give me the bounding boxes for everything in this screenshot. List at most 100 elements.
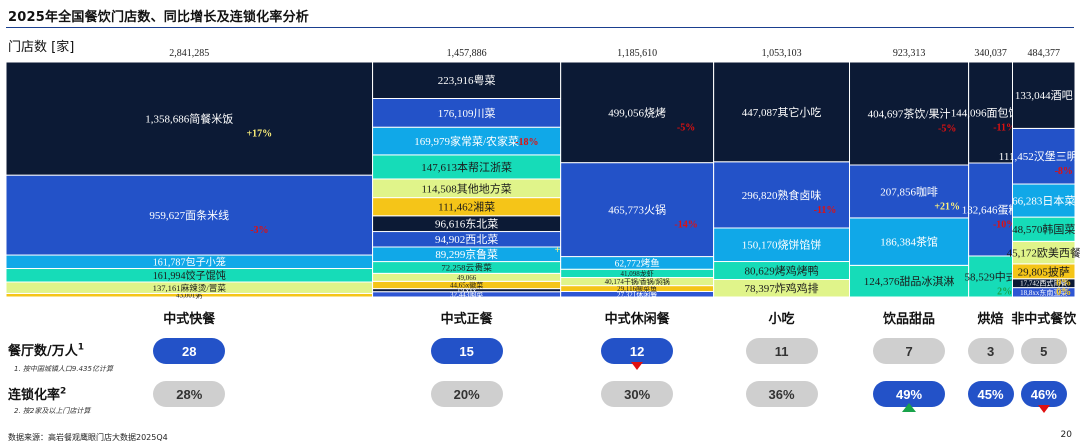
chart-segment xyxy=(560,162,715,258)
segment-label: 48,570韩国菜 xyxy=(1012,222,1075,236)
segment-label: 223,916粤菜 xyxy=(438,73,496,87)
segment-label: 78,397炸鸡鸡排 xyxy=(744,281,818,295)
segment-label: 296,820熟食卤味 xyxy=(742,188,822,202)
segment-label: 45,172欧美西餐 xyxy=(1007,246,1080,260)
density-row-label: 餐厅数/万人1 xyxy=(8,342,85,359)
chain-row-label: 连锁化率2 xyxy=(8,386,67,403)
growth-label: 0% xyxy=(1056,278,1071,289)
category-name: 中式正餐 xyxy=(440,312,493,327)
chart-segment xyxy=(713,227,851,263)
growth-label: -11% xyxy=(993,122,1016,133)
chart-segment xyxy=(713,161,851,229)
segment-label: 17,742西式简餐 xyxy=(1020,279,1067,288)
segment-label: 169,979家常菜/农家菜 xyxy=(414,134,519,148)
decrease-arrow-icon xyxy=(1037,405,1050,413)
segment-label: 44,65x徽菜 xyxy=(450,280,483,289)
segment-label: 161,994饺子馄饨 xyxy=(153,269,226,282)
segment-label: 29,805披萨 xyxy=(1018,264,1070,278)
segment-label: 96,616东北菜 xyxy=(435,218,498,231)
chart-segment xyxy=(1012,183,1076,218)
segment-label: 465,773火锅 xyxy=(608,204,666,217)
segment-label: 133,044酒吧 xyxy=(1015,89,1073,102)
chart-segment xyxy=(372,61,562,99)
growth-label: -3% xyxy=(250,225,268,236)
segment-label: 111,462湘菜 xyxy=(438,200,495,214)
segment-label: 72,258云贵菜 xyxy=(441,262,492,273)
marimekko-chart: 2,841,285 43,001粥137,161麻辣烫/冒菜161,994饺子馄饨… xyxy=(5,48,1080,300)
segment-label: 132,646蛋糕 xyxy=(962,202,1020,216)
column-total-label: 1,457,886 xyxy=(447,48,487,59)
metric-pill: 30% xyxy=(601,381,674,407)
segment-label: 58,529中式 xyxy=(964,270,1016,283)
growth-label: +21% xyxy=(934,201,960,212)
segment-label: 150,170烧饼馅饼 xyxy=(742,238,822,252)
growth-label: 0% xyxy=(1056,287,1071,298)
segment-label: 447,087其它小吃 xyxy=(742,105,822,119)
column-total-label: 1,185,610 xyxy=(617,48,657,59)
segment-label: 43,001粥 xyxy=(176,291,202,300)
chart-segment xyxy=(849,61,970,166)
metric-pill: 45% xyxy=(967,381,1014,407)
chain-note: 2. 按2家及以上门店计算 xyxy=(14,407,91,415)
chart-segment xyxy=(849,264,970,298)
metric-pill: 28 xyxy=(153,338,226,364)
chart-segment xyxy=(968,61,1014,164)
metric-pill: 7 xyxy=(873,338,946,364)
segment-label: 124,376甜品冰淇淋 xyxy=(864,275,955,288)
metric-pill: 12 xyxy=(601,338,674,364)
category-name: 中式休闲餐 xyxy=(604,312,670,327)
chart-segment xyxy=(5,61,374,176)
chart-segment xyxy=(968,162,1014,257)
segment-label: 959,627面条米线 xyxy=(149,208,229,222)
segment-label: 80,629烤鸡烤鸭 xyxy=(744,263,818,277)
segment-label: 49,066 xyxy=(457,274,477,282)
growth-label: -5% xyxy=(938,123,956,134)
growth-label: -18% xyxy=(515,137,538,148)
metric-pill: 5 xyxy=(1020,338,1067,364)
growth-label: -5% xyxy=(677,122,695,133)
chart-segment xyxy=(372,97,562,128)
segment-label: 29,116酸菜鱼 xyxy=(617,284,657,293)
column-total-label: 923,313 xyxy=(893,48,926,59)
column-total-label: 2,841,285 xyxy=(169,48,209,59)
density-note: 1. 按中国城镇人口9.435亿计算 xyxy=(14,365,113,373)
category-name: 烘焙 xyxy=(977,312,1004,327)
metric-pill: 28% xyxy=(153,381,226,407)
growth-label: -10% xyxy=(993,219,1016,230)
segment-label: 144,096面包饼房 xyxy=(951,105,1031,119)
metric-pill: 46% xyxy=(1020,381,1067,407)
segment-label: 147,613本帮江浙菜 xyxy=(421,160,512,174)
metric-pill: 11 xyxy=(745,338,818,364)
unit-label: 门店数 [家] xyxy=(8,40,75,55)
source-note: 数据来源：高岩餐观鹰眼门店大数据2025Q4 xyxy=(8,433,168,442)
column-total-label: 340,037 xyxy=(974,48,1007,59)
segment-label: 111,452汉堡三明治 xyxy=(999,149,1080,163)
chart-segment xyxy=(5,174,374,256)
column-total-label: 484,377 xyxy=(1028,48,1061,59)
segment-label: 18,8xx东南亚菜 xyxy=(1020,288,1067,297)
metric-pill: 20% xyxy=(430,381,503,407)
segment-label: 176,109川菜 xyxy=(438,107,496,120)
segment-label: 27,321休闲餐 xyxy=(617,290,657,299)
growth-label: -8% xyxy=(1055,166,1073,177)
chart-segment xyxy=(849,164,970,219)
metric-pill: 36% xyxy=(745,381,818,407)
segment-label: 40,174干锅/香锅/焖锅 xyxy=(605,277,670,286)
metric-pill: 15 xyxy=(430,338,503,364)
increase-arrow-icon xyxy=(902,403,917,412)
growth-label: +17% xyxy=(246,129,272,140)
category-name: 饮品甜品 xyxy=(883,312,936,327)
segment-label: 404,697茶饮/果汁 xyxy=(868,107,951,120)
metric-pill: 3 xyxy=(967,338,1014,364)
segment-label: 62,772烤鱼 xyxy=(615,257,660,269)
chart-segment xyxy=(372,154,562,180)
growth-label: 2% xyxy=(997,286,1012,297)
segment-label: 41,098龙虾 xyxy=(621,269,654,278)
segment-label: 114,508其他地方菜 xyxy=(421,181,511,195)
chart-segment xyxy=(1012,61,1076,129)
chart-segment xyxy=(713,61,851,163)
chart-segment xyxy=(849,217,970,266)
segment-label: 161,787包子小笼 xyxy=(153,255,226,268)
growth-label: -11% xyxy=(814,205,837,216)
category-name: 小吃 xyxy=(768,312,795,327)
